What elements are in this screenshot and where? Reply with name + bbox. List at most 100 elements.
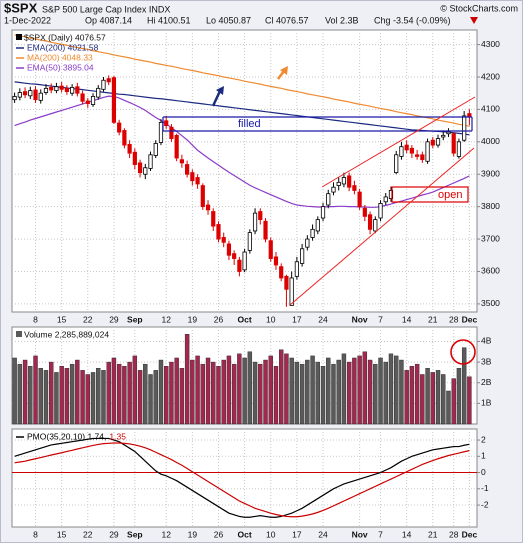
volume-bar	[467, 376, 472, 425]
volume-bar	[69, 363, 75, 425]
legend-label: EMA(200) 4021.58	[27, 42, 99, 52]
candle-body	[70, 86, 75, 94]
x-tick-label: 21	[428, 314, 438, 324]
y-tick-label: 4B	[481, 336, 492, 346]
x-tick-label: 26	[214, 314, 224, 324]
volume-bar	[378, 357, 383, 425]
volume-bar	[451, 378, 456, 425]
volume-bar	[111, 357, 117, 425]
volume-bar	[456, 368, 462, 425]
candle-body	[357, 191, 362, 208]
y-tick-label: 0	[481, 467, 486, 477]
volume-bar	[127, 361, 132, 425]
line	[14, 437, 470, 518]
security-name: S&P 500 Large Cap Index INDX	[42, 4, 170, 14]
volume-bar	[367, 359, 373, 425]
volume-bar	[279, 349, 284, 425]
y-tick-label: 4300	[481, 39, 500, 49]
volume-bar	[435, 370, 441, 425]
y-tick-label: 4100	[481, 104, 500, 114]
x-tick-label: 14	[402, 529, 412, 539]
x-tick-label: Nov	[352, 314, 368, 324]
candle-body	[294, 261, 299, 277]
x-tick-label: 14	[402, 314, 412, 324]
volume-bar	[263, 359, 268, 425]
candle-body	[38, 92, 43, 101]
volume-bar	[174, 357, 179, 425]
volume-bar	[404, 370, 409, 425]
x-tick-label: Nov	[352, 529, 368, 539]
x-tick-label: 10	[266, 314, 276, 324]
volume-bar	[341, 353, 347, 425]
candle-body	[200, 185, 205, 208]
x-tick-label: 7	[378, 314, 383, 324]
y-tick-label: 3500	[481, 298, 500, 308]
candle-body	[54, 86, 59, 92]
candle-body	[462, 115, 467, 141]
y-tick-label: 3800	[481, 201, 500, 211]
candle-body	[258, 211, 263, 221]
volume-bar	[409, 366, 415, 425]
volume-bar	[299, 363, 305, 425]
volume-bar	[258, 363, 263, 425]
volume-bar	[357, 355, 362, 425]
x-tick-label: Sep	[127, 529, 143, 539]
x-tick-label: 8	[33, 314, 38, 324]
candle-body	[75, 86, 80, 94]
candle-body	[273, 256, 279, 266]
candle-body	[148, 154, 153, 169]
candle-body	[216, 224, 221, 240]
quote-high: Hi 4100.51	[147, 15, 191, 25]
candle-body	[326, 193, 331, 206]
candle-body	[446, 131, 451, 135]
volume-bar	[414, 363, 420, 425]
y-tick-label: 1B	[481, 398, 492, 408]
candle-body	[169, 126, 174, 139]
quote-open: Op 4087.14	[85, 15, 132, 25]
candle-body	[263, 220, 268, 240]
candle-body	[195, 177, 200, 185]
volume-bar	[101, 370, 106, 425]
line	[14, 442, 470, 518]
volume-plot	[12, 334, 472, 425]
volume-bar	[461, 347, 467, 425]
candle-body	[320, 206, 326, 219]
candle-body	[185, 164, 190, 175]
volume-bar	[310, 355, 315, 425]
volume-bar	[331, 363, 336, 425]
candle-body	[362, 207, 367, 217]
candle-body	[247, 232, 252, 251]
volume-bar	[394, 355, 399, 425]
candle-body	[441, 134, 446, 138]
x-tick-label: 15	[57, 314, 67, 324]
candle-body	[158, 121, 164, 143]
candle-body	[415, 154, 420, 157]
y-tick-label: 3600	[481, 266, 500, 276]
candle-body	[237, 259, 242, 272]
x-tick-label: 19	[188, 314, 198, 324]
candle-body	[373, 219, 378, 232]
volume-bar	[132, 355, 138, 425]
candle-body	[132, 151, 137, 165]
volume-bar	[169, 361, 174, 425]
quote-low: Lo 4050.87	[206, 15, 251, 25]
y-tick-label: 3900	[481, 168, 500, 178]
volume-bar	[179, 368, 185, 425]
volume-bar	[190, 359, 195, 425]
volume-bar	[336, 359, 341, 425]
volume-bar	[315, 361, 320, 425]
annotation-text: open	[438, 189, 462, 201]
candle-body	[22, 91, 28, 96]
x-tick-label: 19	[188, 529, 198, 539]
candle-body	[268, 240, 273, 259]
legend-label: MA(200) 4048.33	[27, 52, 93, 62]
gap-box	[391, 186, 469, 203]
volume-bar	[205, 357, 211, 425]
candle-body	[430, 139, 435, 146]
volume-bar	[116, 363, 122, 425]
candle-body	[399, 146, 404, 157]
volume-bar	[221, 359, 226, 425]
quote-close: Cl 4076.57	[265, 15, 309, 25]
volume-bar	[164, 366, 169, 425]
candle-body	[164, 120, 169, 127]
